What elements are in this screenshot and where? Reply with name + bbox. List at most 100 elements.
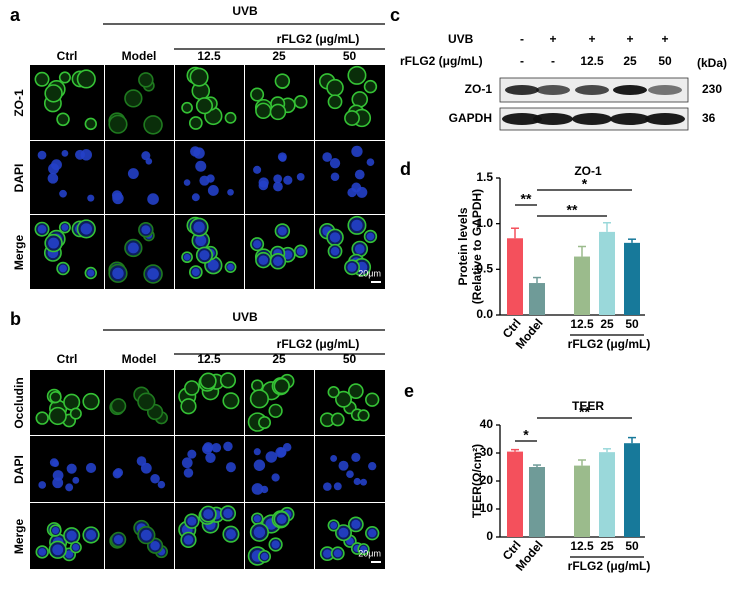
nucleus: [276, 447, 287, 458]
band: [648, 85, 682, 95]
nucleus: [227, 263, 234, 271]
nucleus: [147, 193, 159, 205]
nucleus: [52, 544, 64, 556]
nucleus: [48, 237, 60, 249]
nucleus: [354, 169, 365, 180]
micrograph: [245, 436, 314, 502]
x-tick-label: 50: [625, 539, 639, 553]
nucleus: [333, 549, 342, 558]
nucleus: [207, 185, 219, 196]
cells: [181, 66, 237, 130]
membrane: [137, 392, 156, 411]
significance-label: **: [521, 191, 532, 207]
cells: [183, 146, 234, 202]
nucleus: [61, 149, 69, 157]
y-axis-title: Protein levels: [456, 207, 470, 285]
nucleus: [211, 443, 222, 453]
nucleus: [203, 442, 214, 453]
band: [575, 85, 609, 95]
group-label: UVB: [232, 310, 258, 324]
cells: [108, 222, 163, 284]
membrane: [49, 390, 62, 404]
nucleus: [87, 194, 95, 202]
micrograph: [105, 436, 174, 502]
band: [610, 113, 650, 125]
nucleus: [150, 473, 160, 484]
nucleus: [59, 264, 67, 273]
micrograph-bg: [315, 141, 385, 214]
panel-label: a: [10, 5, 21, 25]
nucleus: [52, 460, 60, 467]
nucleus: [225, 462, 236, 473]
membrane: [347, 383, 364, 400]
cells: [34, 69, 97, 131]
scale-bar-label: 20μm: [358, 548, 381, 558]
column-header: 25: [272, 352, 286, 366]
nucleus: [191, 268, 200, 277]
nucleus: [141, 151, 151, 161]
micrograph-bg: [105, 436, 174, 502]
micrograph: [105, 65, 174, 140]
nucleus: [368, 529, 377, 538]
band: [645, 113, 685, 125]
nucleus: [141, 225, 151, 235]
panel-label: b: [10, 309, 21, 329]
membrane: [327, 386, 340, 399]
micrograph: [30, 370, 104, 435]
nucleus: [140, 462, 152, 474]
micrograph: [30, 436, 104, 502]
cells: [251, 442, 292, 495]
group-label: rFLG2 (μg/mL): [568, 559, 651, 573]
bar: [599, 452, 615, 537]
condition-value: 50: [658, 54, 672, 68]
micrograph: [175, 436, 244, 502]
nucleus: [52, 527, 60, 534]
nucleus: [271, 540, 280, 549]
nucleus: [191, 193, 200, 202]
nucleus: [253, 515, 261, 523]
cells: [178, 372, 240, 415]
condition-value: -: [520, 32, 524, 46]
micrograph: [175, 370, 244, 435]
membrane: [251, 379, 264, 392]
membrane: [108, 114, 128, 134]
nucleus: [296, 247, 305, 256]
nucleus: [260, 485, 269, 494]
membrane: [327, 94, 343, 110]
condition-label: rFLG2 (μg/mL): [400, 54, 483, 68]
nucleus: [277, 152, 287, 162]
nucleus: [323, 549, 332, 558]
nucleus: [323, 482, 332, 491]
band: [505, 85, 539, 95]
column-header: Ctrl: [57, 49, 78, 63]
nucleus: [38, 481, 47, 489]
nucleus: [346, 470, 354, 479]
condition-value: -: [520, 54, 524, 68]
micrograph: [245, 503, 314, 569]
nucleus: [360, 478, 367, 486]
cells: [35, 522, 100, 562]
row-label: Merge: [12, 235, 26, 271]
nucleus: [283, 175, 293, 185]
condition-value: +: [549, 32, 556, 46]
panel-label: c: [390, 5, 400, 25]
membrane: [250, 87, 265, 102]
cells: [323, 452, 377, 491]
cells: [109, 386, 168, 425]
membrane: [273, 377, 290, 395]
membrane: [255, 102, 272, 119]
nucleus: [253, 240, 262, 249]
micrograph: [315, 436, 385, 502]
band-name: GAPDH: [449, 111, 492, 125]
nucleus: [87, 269, 95, 277]
row-label: ZO-1: [12, 89, 26, 117]
nucleus: [253, 526, 266, 538]
condition-value: 25: [623, 54, 637, 68]
cells: [178, 505, 240, 548]
micrograph: [315, 141, 385, 214]
bar: [507, 238, 523, 315]
band-name: ZO-1: [465, 82, 493, 96]
nucleus: [333, 482, 342, 491]
condition-value: +: [661, 32, 668, 46]
